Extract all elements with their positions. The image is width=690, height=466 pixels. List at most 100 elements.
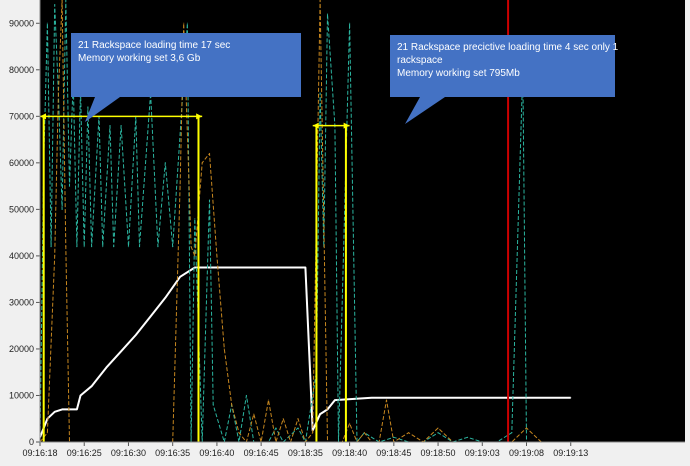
x-tick-label: 09:18:40 [332,448,367,458]
annotation-callout-pointer [85,97,120,122]
data-point [319,92,321,94]
data-point [138,245,141,248]
y-tick-label: 10000 [9,390,34,400]
data-point [570,397,572,399]
data-point [61,408,63,411]
data-point [466,436,469,438]
data-point [319,0,321,1]
data-point [164,162,166,164]
data-point [54,255,56,257]
x-tick-label: 09:19:13 [553,448,588,458]
y-tick-label: 30000 [9,297,34,307]
data-point [50,245,52,248]
annotation-callout-box [71,33,301,97]
x-tick-label: 09:16:40 [199,448,234,458]
data-point [334,399,336,401]
x-tick-label: 09:18:45 [376,448,411,458]
annotation-text-line: 21 Rackspace loading time 17 sec [78,40,230,51]
data-point [393,436,395,438]
data-point [194,218,196,220]
x-tick-label: 09:16:30 [111,448,146,458]
data-point [190,245,192,248]
data-point [297,418,299,420]
data-point [68,185,71,187]
data-point [275,427,277,429]
arrowhead-right-icon [196,113,203,120]
data-point [65,245,67,248]
data-point [371,397,373,399]
annotation-text-line: rackspace [397,55,443,66]
series-orange-dashed-line [39,0,542,443]
data-point [179,185,181,187]
data-point [172,245,174,248]
data-point [407,432,410,434]
data-point [46,22,48,24]
arrowhead-left-icon [312,122,319,129]
data-point [349,422,351,424]
data-point [46,432,48,434]
data-point [149,315,152,317]
data-point [179,276,181,278]
x-tick-label: 09:18:35 [288,448,323,458]
x-tick-label: 09:19:03 [465,448,500,458]
data-point [326,13,329,15]
data-point [135,334,137,336]
data-point [183,22,185,24]
data-point [194,266,196,269]
data-point [194,255,196,257]
data-point [437,432,439,434]
data-point [267,399,270,401]
data-point [518,397,520,399]
data-point [304,266,306,269]
data-point [223,348,225,350]
data-point [319,413,321,415]
data-point [87,106,89,108]
annotation-text-line: Memory working set 795Mb [397,68,520,79]
data-point [238,432,240,434]
annotation-callout-box [390,35,615,97]
y-tick-label: 20000 [9,344,34,354]
y-tick-label: 50000 [9,204,34,214]
y-tick-label: 80000 [9,65,34,75]
y-tick-label: 90000 [9,18,34,28]
annotation-text-line: Memory working set 3,6 Gb [78,53,201,64]
data-point [349,22,351,24]
data-point [91,245,93,248]
data-point [363,432,365,434]
annotation-text-line: 21 Rackspace precictive loading time 4 s… [397,42,619,53]
data-point [511,432,513,434]
data-point [157,245,159,248]
data-point [76,245,78,248]
data-point [102,245,104,248]
data-point [127,245,130,248]
series-white-line [39,266,571,438]
data-point [65,0,67,1]
data-point [312,432,314,434]
data-point [120,125,122,127]
data-point [54,411,56,413]
data-point [208,199,211,201]
y-tick-label: 70000 [9,111,34,121]
data-point [57,92,60,94]
x-tick-label: 09:16:18 [22,448,57,458]
data-point [76,408,78,411]
data-point [282,418,284,420]
x-tick-label: 09:19:08 [509,448,544,458]
data-point [208,152,211,155]
data-point [164,297,166,299]
data-point [385,399,388,401]
data-point [437,427,439,429]
data-point [245,394,247,397]
data-point [253,413,255,415]
data-point [216,255,218,257]
data-point [231,404,233,406]
data-point [525,427,528,429]
data-point [91,385,93,387]
y-tick-label: 40000 [9,251,34,261]
data-point [201,162,203,164]
arrowhead-right-icon [343,122,350,129]
data-point [83,245,85,248]
x-tick-label: 09:18:50 [421,448,456,458]
data-point [297,427,299,429]
